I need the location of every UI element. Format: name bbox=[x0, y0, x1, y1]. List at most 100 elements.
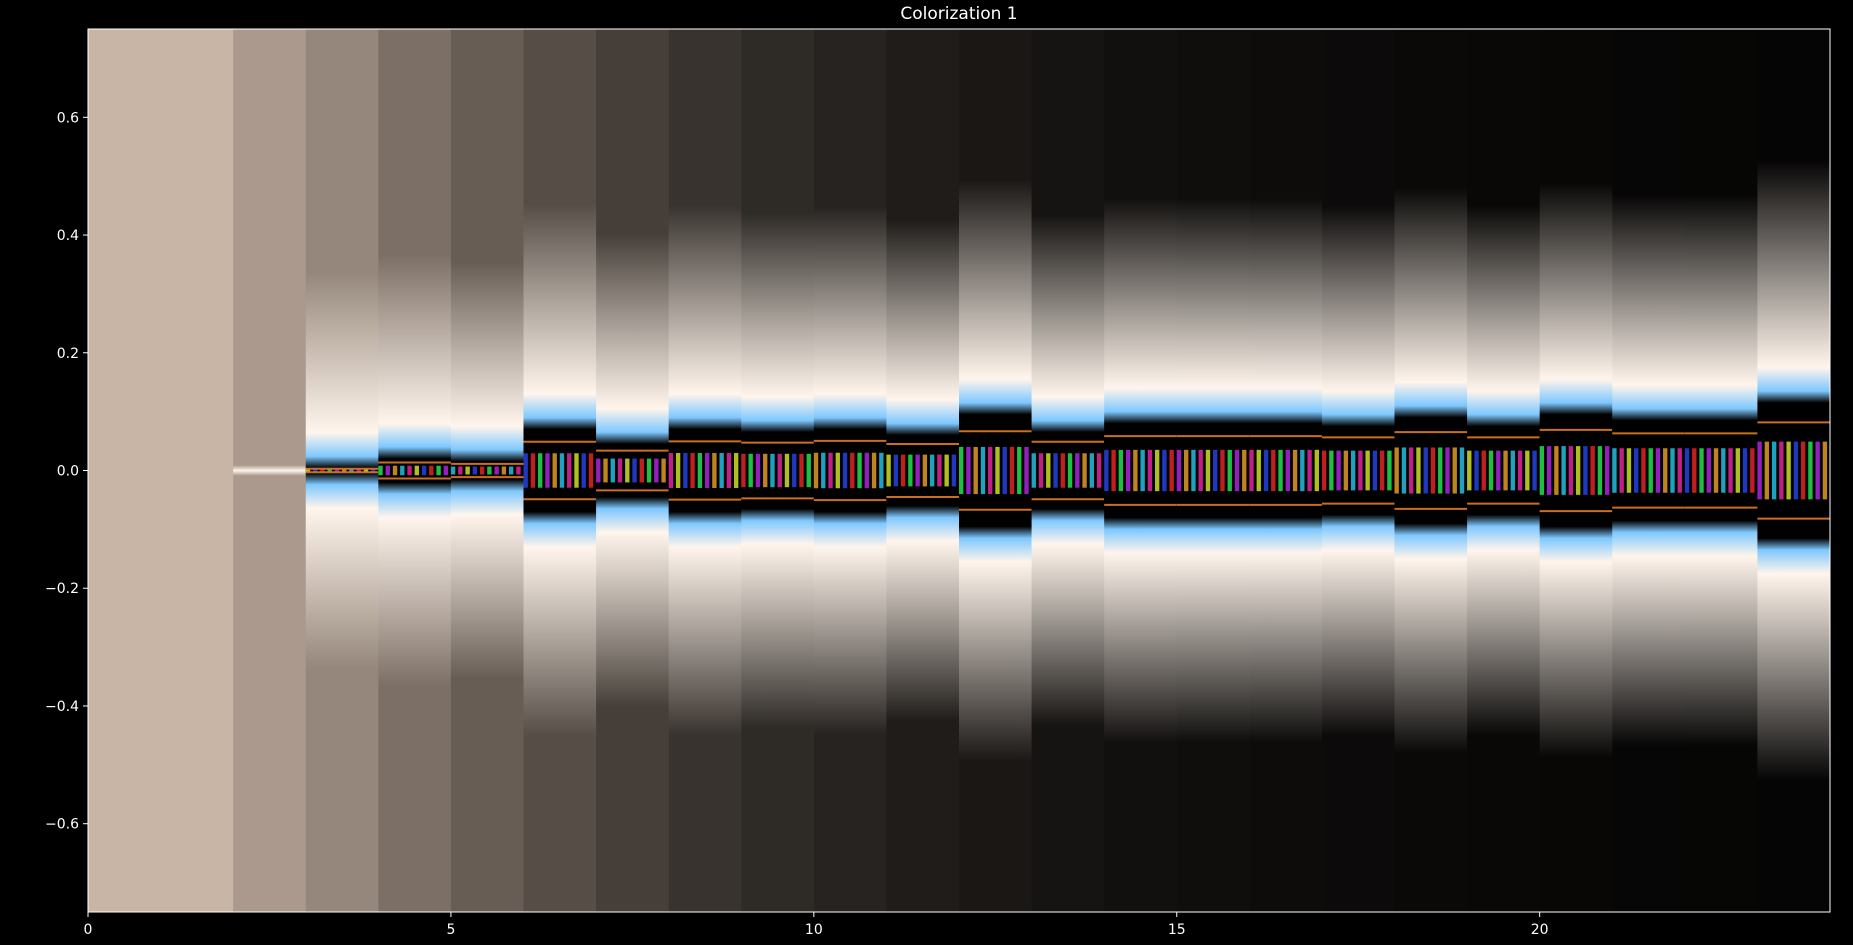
heatmap-core-cell bbox=[1234, 449, 1240, 492]
heatmap-core-cell bbox=[1060, 453, 1065, 488]
heatmap-core-cell bbox=[1568, 446, 1574, 495]
x-tick-label: 10 bbox=[805, 922, 823, 938]
heatmap-core-cell bbox=[1242, 449, 1247, 492]
heatmap-core-cell bbox=[1365, 450, 1370, 491]
heatmap-core-cell bbox=[429, 465, 434, 476]
y-tick-label: −0.2 bbox=[45, 581, 79, 597]
heatmap-core-cell bbox=[784, 453, 790, 488]
heatmap-core-cell bbox=[588, 453, 594, 488]
y-tick-label: −0.4 bbox=[45, 699, 79, 715]
heatmap-core-cell bbox=[1423, 447, 1428, 494]
heatmap-core-cell bbox=[1416, 447, 1421, 494]
heatmap-core-cell bbox=[1655, 448, 1661, 493]
heatmap-core-cell bbox=[1467, 450, 1472, 491]
heatmap-core-cell bbox=[1401, 447, 1407, 494]
heatmap-core-cell bbox=[1213, 449, 1218, 492]
y-tick-label: 0.2 bbox=[57, 346, 79, 362]
heatmap-core-cell bbox=[792, 453, 797, 488]
heatmap-core-cell bbox=[639, 458, 644, 483]
heatmap-core-cell bbox=[951, 454, 957, 487]
heatmap-core-cell bbox=[334, 469, 340, 472]
heatmap-core-cell bbox=[436, 465, 441, 476]
heatmap-core-cell bbox=[1104, 449, 1109, 492]
heatmap-core-cell bbox=[363, 469, 369, 472]
heatmap-core-cell bbox=[646, 458, 652, 483]
heatmap-core-cell bbox=[741, 453, 746, 488]
heatmap-core-cell bbox=[356, 469, 361, 472]
heatmap-core-cell bbox=[908, 454, 913, 487]
x-tick-label: 5 bbox=[446, 922, 455, 938]
heatmap-core-cell bbox=[1430, 447, 1436, 494]
heatmap-core-cell bbox=[1227, 449, 1232, 492]
heatmap-core-cell bbox=[610, 458, 615, 483]
heatmap-core-cell bbox=[1779, 441, 1784, 500]
heatmap-core-cell bbox=[1481, 450, 1486, 491]
heatmap-core-cell bbox=[842, 452, 848, 489]
heatmap-core-cell bbox=[937, 454, 942, 487]
x-axis: 0 5 10 15 20 bbox=[84, 912, 1549, 938]
heatmap-core-cell bbox=[871, 452, 877, 489]
chart-title: Colorization 1 bbox=[900, 4, 1017, 24]
heatmap-core-cell bbox=[501, 466, 507, 475]
heatmap-core-cell bbox=[421, 465, 427, 476]
heatmap-core-cell bbox=[1343, 450, 1349, 491]
heatmap-core-cell bbox=[1822, 441, 1828, 500]
heatmap-core-cell bbox=[1757, 441, 1762, 500]
heatmap-core-cell bbox=[1089, 453, 1095, 488]
heatmap-core-cell bbox=[1735, 448, 1740, 493]
heatmap-core-cell bbox=[1684, 448, 1690, 493]
heatmap-core-cell bbox=[1539, 446, 1545, 495]
heatmap-core-cell bbox=[567, 453, 572, 488]
heatmap-core-cell bbox=[799, 453, 804, 488]
heatmap-core-cell bbox=[690, 453, 695, 488]
heatmap-core-cell bbox=[777, 453, 782, 488]
heatmap-core-cell bbox=[1750, 448, 1755, 493]
heatmap-core-cell bbox=[1815, 441, 1820, 500]
heatmap-core-cell bbox=[929, 454, 935, 487]
heatmap-core-cell bbox=[378, 465, 383, 476]
heatmap-core-cell bbox=[494, 466, 499, 475]
heatmap-core-cell bbox=[487, 466, 492, 475]
heatmap-core-cell bbox=[1184, 449, 1189, 492]
heatmap-core-cell bbox=[1503, 450, 1508, 491]
heatmap-core-cell bbox=[1292, 449, 1298, 492]
y-tick-label: 0.0 bbox=[57, 464, 79, 480]
heatmap-band bbox=[88, 29, 234, 912]
heatmap-core-cell bbox=[1118, 449, 1124, 492]
heatmap-core-cell bbox=[922, 454, 928, 487]
y-tick-label: −0.6 bbox=[45, 817, 79, 833]
y-axis: 0.6 0.4 0.2 0.0 −0.2 −0.4 −0.6 bbox=[45, 110, 88, 833]
heatmap-core-cell bbox=[900, 454, 906, 487]
heatmap-core-cell bbox=[1452, 447, 1457, 494]
heatmap-core-cell bbox=[1198, 449, 1203, 492]
heatmap-core-cell bbox=[1379, 450, 1385, 491]
heatmap-core-cell bbox=[596, 458, 601, 483]
heatmap-core-cell bbox=[1009, 446, 1015, 495]
heatmap-core-cell bbox=[1793, 441, 1799, 500]
heatmap-core-cell bbox=[1474, 450, 1479, 491]
heatmap-core-cell bbox=[1307, 449, 1312, 492]
heatmap-core-cell bbox=[349, 469, 354, 472]
heatmap-core-cell bbox=[1626, 448, 1632, 493]
heatmap-core-cell bbox=[668, 453, 674, 488]
heatmap-core-cell bbox=[603, 458, 608, 483]
heatmap-core-cell bbox=[1191, 449, 1196, 492]
heatmap-core-cell bbox=[1358, 450, 1363, 491]
heatmap-core-cell bbox=[1438, 447, 1443, 494]
heatmap-core-cell bbox=[414, 465, 419, 476]
heatmap-core-cell bbox=[1641, 448, 1646, 493]
heatmap-core-cell bbox=[1147, 449, 1153, 492]
heatmap-core-cell bbox=[465, 466, 470, 475]
heatmap-core-cell bbox=[857, 452, 862, 489]
heatmap-core-cell bbox=[1067, 453, 1073, 488]
heatmap-core-cell bbox=[523, 453, 528, 488]
heatmap-core-cell bbox=[886, 454, 891, 487]
heatmap-core-cell bbox=[385, 465, 390, 476]
heatmap-core-cell bbox=[508, 466, 514, 475]
heatmap-core-cell bbox=[1263, 449, 1269, 492]
heatmap-core-cell bbox=[1278, 449, 1283, 492]
heatmap-core-cell bbox=[1604, 446, 1610, 495]
heatmap-core-cell bbox=[1372, 450, 1378, 491]
heatmap-core-cell bbox=[763, 453, 768, 488]
heatmap-core-cell bbox=[1387, 450, 1392, 491]
